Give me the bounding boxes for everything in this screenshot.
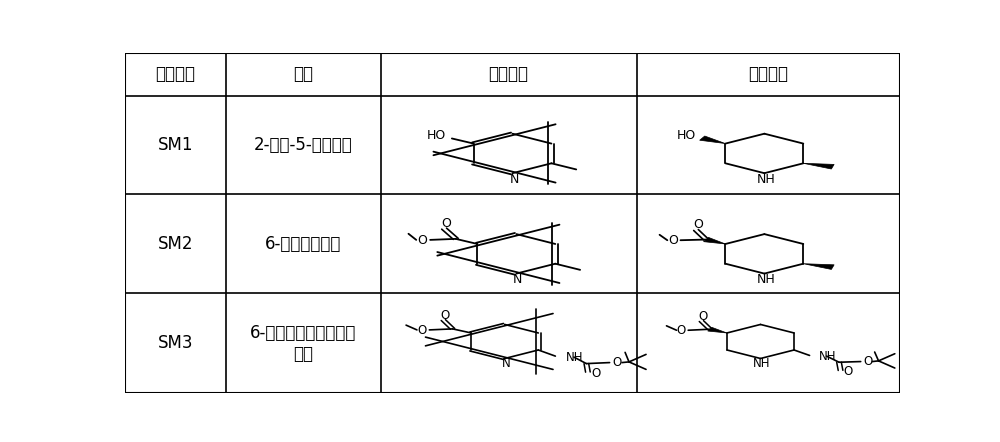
- Text: O: O: [612, 356, 621, 369]
- Text: NH: NH: [757, 273, 775, 286]
- Polygon shape: [803, 264, 834, 270]
- Text: NH: NH: [565, 351, 583, 364]
- Text: 名称: 名称: [293, 65, 313, 83]
- Text: SM2: SM2: [158, 235, 193, 253]
- Text: N: N: [513, 273, 523, 286]
- Text: 产物结构: 产物结构: [748, 65, 788, 83]
- Text: SM3: SM3: [158, 334, 193, 352]
- Text: NH: NH: [753, 358, 771, 370]
- Text: O: O: [442, 217, 451, 230]
- Text: O: O: [693, 218, 703, 232]
- Text: HO: HO: [677, 129, 696, 142]
- Text: O: O: [418, 324, 427, 337]
- Polygon shape: [803, 163, 834, 169]
- Text: SM1: SM1: [158, 136, 193, 154]
- Text: O: O: [591, 367, 600, 380]
- Text: HO: HO: [427, 129, 446, 142]
- Polygon shape: [700, 136, 725, 144]
- Text: O: O: [863, 355, 872, 368]
- Text: N: N: [509, 173, 519, 186]
- Text: O: O: [668, 234, 678, 247]
- Text: 6-叔丁氧羰基氨基烟酸
甲酯: 6-叔丁氧羰基氨基烟酸 甲酯: [250, 324, 356, 362]
- Text: 2-甲基-5-羟基吡啶: 2-甲基-5-羟基吡啶: [254, 136, 353, 154]
- Text: N: N: [502, 358, 511, 370]
- Text: O: O: [417, 234, 427, 247]
- Text: O: O: [677, 324, 686, 337]
- Text: 原料结构: 原料结构: [489, 65, 529, 83]
- Text: NH: NH: [819, 350, 836, 362]
- Polygon shape: [708, 328, 727, 333]
- Text: O: O: [844, 365, 853, 378]
- Text: 6-甲基烟酸甲酯: 6-甲基烟酸甲酯: [265, 235, 341, 253]
- Text: O: O: [698, 310, 708, 323]
- Text: O: O: [440, 309, 449, 322]
- Polygon shape: [704, 237, 725, 244]
- Text: NH: NH: [757, 173, 775, 186]
- Text: 反应底物: 反应底物: [155, 65, 195, 83]
